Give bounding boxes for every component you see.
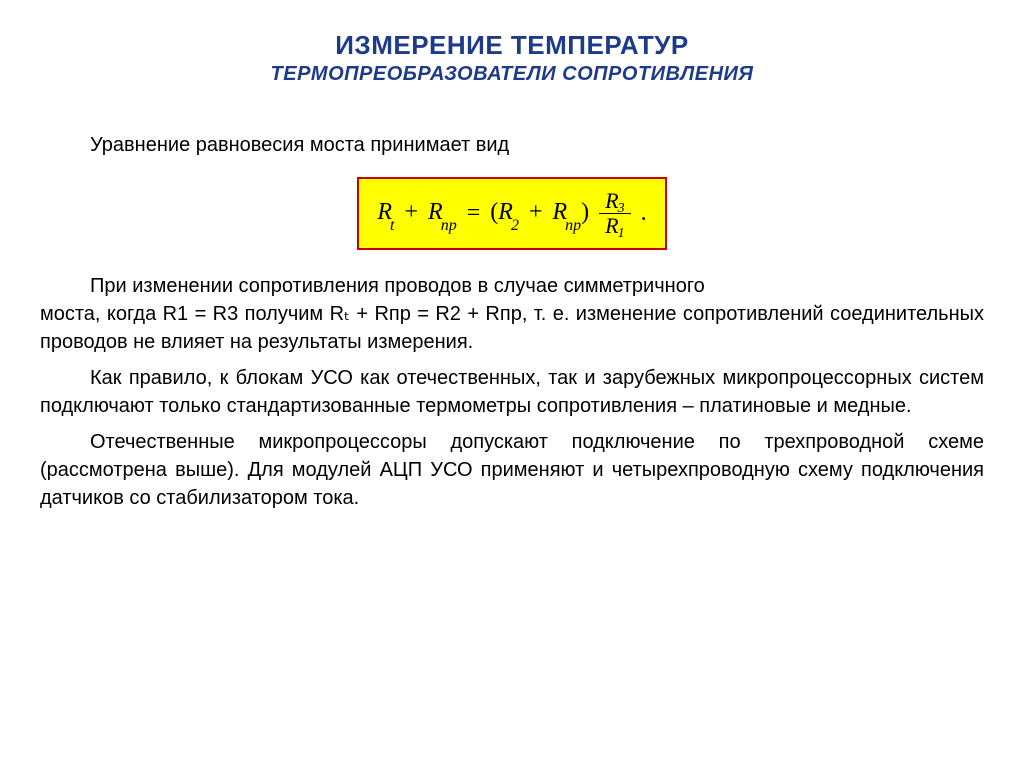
paren-close: ) bbox=[581, 199, 589, 225]
page-title-sub: ТЕРМОПРЕОБРАЗОВАТЕЛИ СОПРОТИВЛЕНИЯ bbox=[40, 63, 984, 86]
page-title-main: ИЗМЕРЕНИЕ ТЕМПЕРАТУР bbox=[40, 30, 984, 61]
frac-numerator: R3 bbox=[599, 189, 630, 214]
paragraph-2: При изменении сопротивления проводов в с… bbox=[40, 272, 984, 356]
op-equals: = bbox=[467, 197, 481, 231]
formula-equation: Rt + Rnp = (R2 + Rnp) R3 R1 . bbox=[357, 177, 666, 250]
sub-np: np bbox=[441, 217, 457, 234]
sub-t: t bbox=[390, 217, 394, 234]
op-plus-2: + bbox=[529, 199, 543, 225]
sub-2: 2 bbox=[511, 217, 519, 234]
formula-fraction: R3 R1 bbox=[599, 189, 630, 238]
sub-np-2: np bbox=[565, 217, 581, 234]
frac-den-1: 1 bbox=[618, 226, 625, 241]
formula-period: . bbox=[641, 197, 647, 231]
p2-line1: При изменении сопротивления проводов в с… bbox=[90, 275, 705, 297]
op-plus: + bbox=[405, 199, 419, 225]
frac-num-r: R bbox=[605, 188, 618, 213]
frac-num-3: 3 bbox=[618, 201, 625, 216]
frac-denominator: R1 bbox=[599, 214, 630, 238]
paragraph-3: Как правило, к блокам УСО как отечествен… bbox=[40, 364, 984, 420]
formula-rhs: (R2 + Rnp) bbox=[490, 196, 589, 232]
p2-rest: моста, когда R1 = R3 получим Rₜ + Rпр = … bbox=[40, 303, 984, 353]
formula-lhs: Rt + Rnp bbox=[377, 196, 456, 232]
formula-container: Rt + Rnp = (R2 + Rnp) R3 R1 . bbox=[40, 177, 984, 250]
paragraph-1: Уравнение равновесия моста принимает вид bbox=[40, 131, 984, 159]
frac-den-r: R bbox=[605, 213, 618, 238]
paragraph-4: Отечественные микропроцессоры допускают … bbox=[40, 428, 984, 512]
